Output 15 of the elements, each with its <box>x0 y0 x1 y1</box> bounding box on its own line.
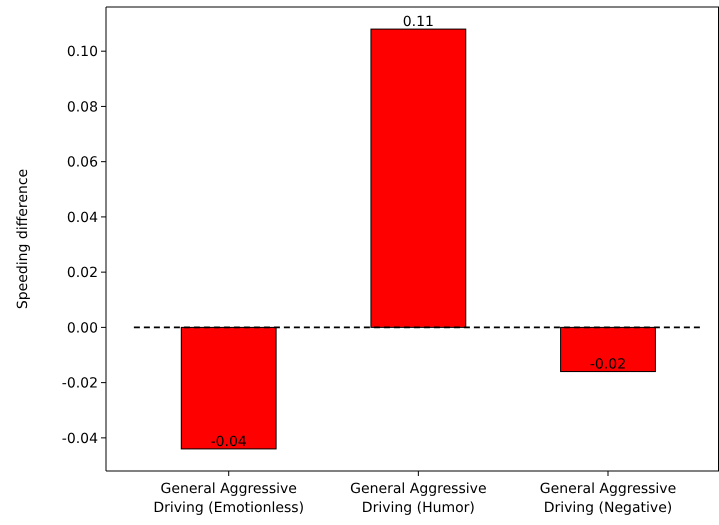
y-tick-label: -0.04 <box>62 430 98 447</box>
y-tick-label: 0.06 <box>66 154 98 171</box>
y-tick-label: 0.02 <box>66 265 98 282</box>
y-tick-label: 0.10 <box>66 44 98 60</box>
y-tick-label: 0.08 <box>66 99 98 116</box>
x-tick-label: General Aggressive Driving (Negative) <box>540 481 676 516</box>
x-tick-label: General Aggressive Driving (Humor) <box>350 481 487 516</box>
data-label: -0.04 <box>210 434 247 450</box>
data-label: -0.02 <box>590 356 626 373</box>
y-tick-label: 0.04 <box>66 210 98 226</box>
y-axis-title: Speeding difference <box>15 168 31 310</box>
y-tick-label: -0.02 <box>62 376 98 392</box>
data-label: 0.11 <box>402 14 434 30</box>
x-tick-label: General Aggressive Driving (Emotionless) <box>153 481 304 516</box>
y-tick-label: 0.00 <box>66 320 98 336</box>
